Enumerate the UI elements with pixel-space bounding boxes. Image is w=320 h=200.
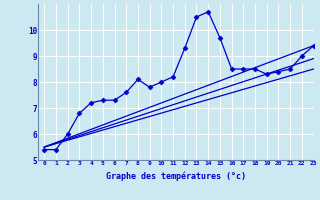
- X-axis label: Graphe des températures (°c): Graphe des températures (°c): [106, 172, 246, 181]
